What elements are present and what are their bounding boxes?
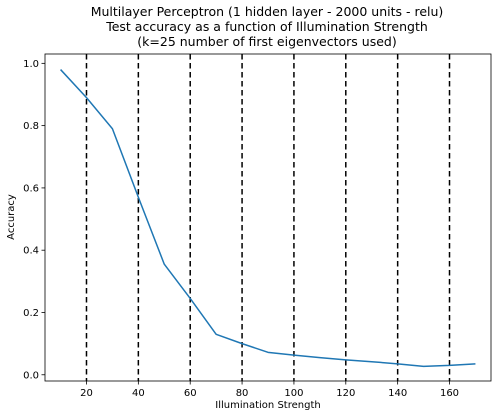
x-axis-ticks: 20 40 60 80 100 120 140 160	[80, 381, 459, 399]
y-tick-label-3: 0.6	[23, 183, 39, 194]
series-group	[61, 70, 476, 367]
y-axis-ticks: 0.0 0.2 0.4 0.6 0.8 1.0	[23, 59, 45, 381]
x-tick-label-120: 120	[336, 388, 355, 399]
y-tick-label-1: 0.2	[23, 308, 39, 319]
y-tick-label-4: 0.8	[23, 121, 39, 132]
y-tick-label-0: 0.0	[23, 370, 39, 381]
y-axis-label: Accuracy	[6, 194, 17, 240]
vertical-reference-lines	[86, 54, 449, 381]
x-axis-label: Illumination Strength	[215, 400, 320, 411]
chart-title: Multilayer Perceptron (1 hidden layer - …	[91, 4, 444, 49]
x-tick-label-80: 80	[236, 388, 249, 399]
chart-title-line-1: Multilayer Perceptron (1 hidden layer - …	[91, 4, 444, 19]
x-tick-label-20: 20	[80, 388, 93, 399]
chart-title-line-3: (k=25 number of first eigenvectors used)	[137, 34, 396, 49]
x-tick-label-160: 160	[440, 388, 459, 399]
x-tick-label-40: 40	[132, 388, 145, 399]
x-tick-label-140: 140	[388, 388, 407, 399]
x-tick-label-60: 60	[184, 388, 197, 399]
y-tick-label-5: 1.0	[23, 59, 39, 70]
accuracy-series-line	[61, 70, 476, 367]
y-tick-label-2: 0.4	[23, 246, 39, 257]
chart-title-line-2: Test accuracy as a function of Illuminat…	[105, 19, 428, 34]
x-tick-label-100: 100	[284, 388, 303, 399]
plot-area-frame	[45, 54, 491, 381]
